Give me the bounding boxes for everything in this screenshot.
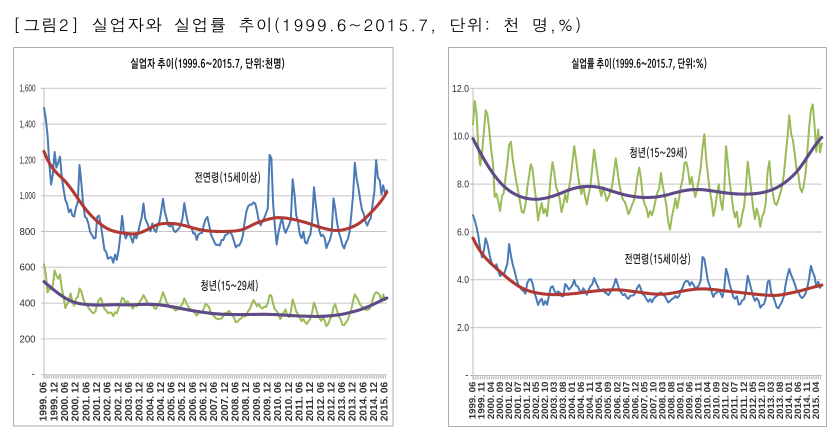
svg-text:2007. 06: 2007. 06 [209, 381, 220, 421]
svg-text:2009. 06: 2009. 06 [685, 382, 695, 420]
svg-text:2002. 12: 2002. 12 [113, 382, 124, 422]
svg-text:6.0: 6.0 [457, 226, 469, 238]
svg-text:2008. 12: 2008. 12 [241, 382, 252, 422]
svg-text:2011. 06: 2011. 06 [294, 381, 305, 421]
svg-text:2007. 12: 2007. 12 [220, 382, 231, 422]
svg-text:2008. 03: 2008. 03 [657, 382, 667, 420]
svg-text:2012. 05: 2012. 05 [748, 382, 758, 420]
svg-text:1999. 12: 1999. 12 [49, 382, 60, 422]
svg-text:800: 800 [20, 226, 36, 238]
svg-text:2005. 12: 2005. 12 [177, 382, 188, 422]
svg-text:2006. 06: 2006. 06 [188, 381, 199, 421]
svg-text:2003. 12: 2003. 12 [135, 382, 146, 422]
svg-text:2001. 07: 2001. 07 [513, 382, 523, 420]
svg-text:2009. 12: 2009. 12 [263, 382, 274, 422]
svg-text:2014. 11: 2014. 11 [802, 382, 812, 420]
svg-text:2013. 12: 2013. 12 [348, 382, 359, 422]
svg-text:2014. 12: 2014. 12 [369, 382, 380, 422]
svg-text:2005. 04: 2005. 04 [594, 382, 604, 420]
svg-text:2000. 06: 2000. 06 [60, 381, 71, 421]
svg-text:2014. 01: 2014. 01 [784, 382, 794, 420]
svg-text:2011. 07: 2011. 07 [730, 382, 740, 420]
svg-text:12.0: 12.0 [452, 83, 469, 95]
svg-text:2004. 06: 2004. 06 [576, 382, 586, 420]
svg-text:2010. 12: 2010. 12 [284, 382, 295, 422]
svg-text:2001. 06: 2001. 06 [81, 381, 92, 421]
svg-text:2006. 12: 2006. 12 [199, 382, 210, 422]
svg-text:2009. 06: 2009. 06 [252, 381, 263, 421]
svg-text:2011. 12: 2011. 12 [739, 382, 749, 420]
svg-text:2011. 12: 2011. 12 [305, 382, 316, 422]
svg-text:2000. 09: 2000. 09 [495, 382, 505, 420]
svg-text:2007. 05: 2007. 05 [639, 382, 649, 420]
svg-text:2000. 04: 2000. 04 [486, 382, 496, 420]
svg-text:2001. 12: 2001. 12 [522, 382, 532, 420]
svg-text:2003. 03: 2003. 03 [549, 382, 559, 420]
svg-text:200: 200 [20, 333, 36, 345]
svg-text:2004. 11: 2004. 11 [585, 382, 595, 420]
svg-text:2004. 01: 2004. 01 [567, 382, 577, 420]
svg-text:2009. 11: 2009. 11 [694, 382, 704, 420]
svg-text:8.0: 8.0 [457, 179, 469, 191]
svg-text:2010. 09: 2010. 09 [712, 382, 722, 420]
svg-text:2015. 04: 2015. 04 [811, 382, 821, 420]
svg-text:2007. 10: 2007. 10 [648, 382, 658, 420]
svg-text:2010. 06: 2010. 06 [273, 381, 284, 421]
svg-text:2012. 10: 2012. 10 [757, 382, 767, 420]
svg-text:2008. 06: 2008. 06 [231, 381, 242, 421]
svg-text:1,200: 1,200 [20, 154, 36, 166]
svg-text:2.0: 2.0 [457, 322, 469, 334]
svg-text:2006. 07: 2006. 07 [621, 382, 631, 420]
svg-text:4.0: 4.0 [457, 274, 469, 286]
svg-text:2004. 12: 2004. 12 [156, 382, 167, 422]
svg-text:1999. 06: 1999. 06 [39, 381, 50, 421]
svg-text:2013. 06: 2013. 06 [337, 381, 348, 421]
svg-text:1,400: 1,400 [20, 119, 36, 131]
svg-text:400: 400 [20, 298, 36, 310]
svg-text:2006. 02: 2006. 02 [612, 382, 622, 420]
svg-text:600: 600 [20, 262, 36, 274]
svg-text:10.0: 10.0 [453, 131, 469, 143]
svg-text:2012. 12: 2012. 12 [326, 382, 337, 422]
svg-text:-: - [465, 371, 468, 382]
svg-text:2013. 03: 2013. 03 [766, 382, 776, 420]
svg-text:2011. 02: 2011. 02 [721, 382, 731, 420]
svg-text:2002. 05: 2002. 05 [531, 382, 541, 420]
svg-text:2005. 09: 2005. 09 [603, 382, 613, 420]
svg-text:2014. 06: 2014. 06 [793, 382, 803, 420]
svg-text:1,600: 1,600 [20, 83, 36, 95]
svg-text:2008. 08: 2008. 08 [667, 382, 677, 420]
svg-text:1999. 06: 1999. 06 [468, 382, 478, 420]
svg-text:2000. 12: 2000. 12 [71, 382, 82, 422]
svg-text:2006. 12: 2006. 12 [630, 382, 640, 420]
svg-text:2003. 06: 2003. 06 [124, 381, 135, 421]
svg-text:2001. 02: 2001. 02 [504, 382, 514, 420]
svg-text:2010. 04: 2010. 04 [703, 382, 713, 420]
svg-text:2013. 08: 2013. 08 [775, 382, 785, 420]
svg-text:2015. 06: 2015. 06 [380, 381, 391, 421]
svg-text:2014. 06: 2014. 06 [358, 381, 369, 421]
svg-text:2003. 08: 2003. 08 [558, 382, 568, 420]
svg-text:2002. 06: 2002. 06 [103, 381, 114, 421]
svg-text:2004. 06: 2004. 06 [145, 381, 156, 421]
svg-text:2002. 10: 2002. 10 [540, 382, 550, 420]
svg-text:2012. 06: 2012. 06 [316, 381, 327, 421]
svg-text:-: - [32, 370, 35, 381]
svg-text:2009. 01: 2009. 01 [676, 382, 686, 420]
svg-text:1,000: 1,000 [20, 190, 36, 202]
svg-text:1999. 11: 1999. 11 [477, 382, 487, 420]
svg-text:2001. 12: 2001. 12 [92, 382, 103, 422]
svg-text:2005. 06: 2005. 06 [167, 381, 178, 421]
